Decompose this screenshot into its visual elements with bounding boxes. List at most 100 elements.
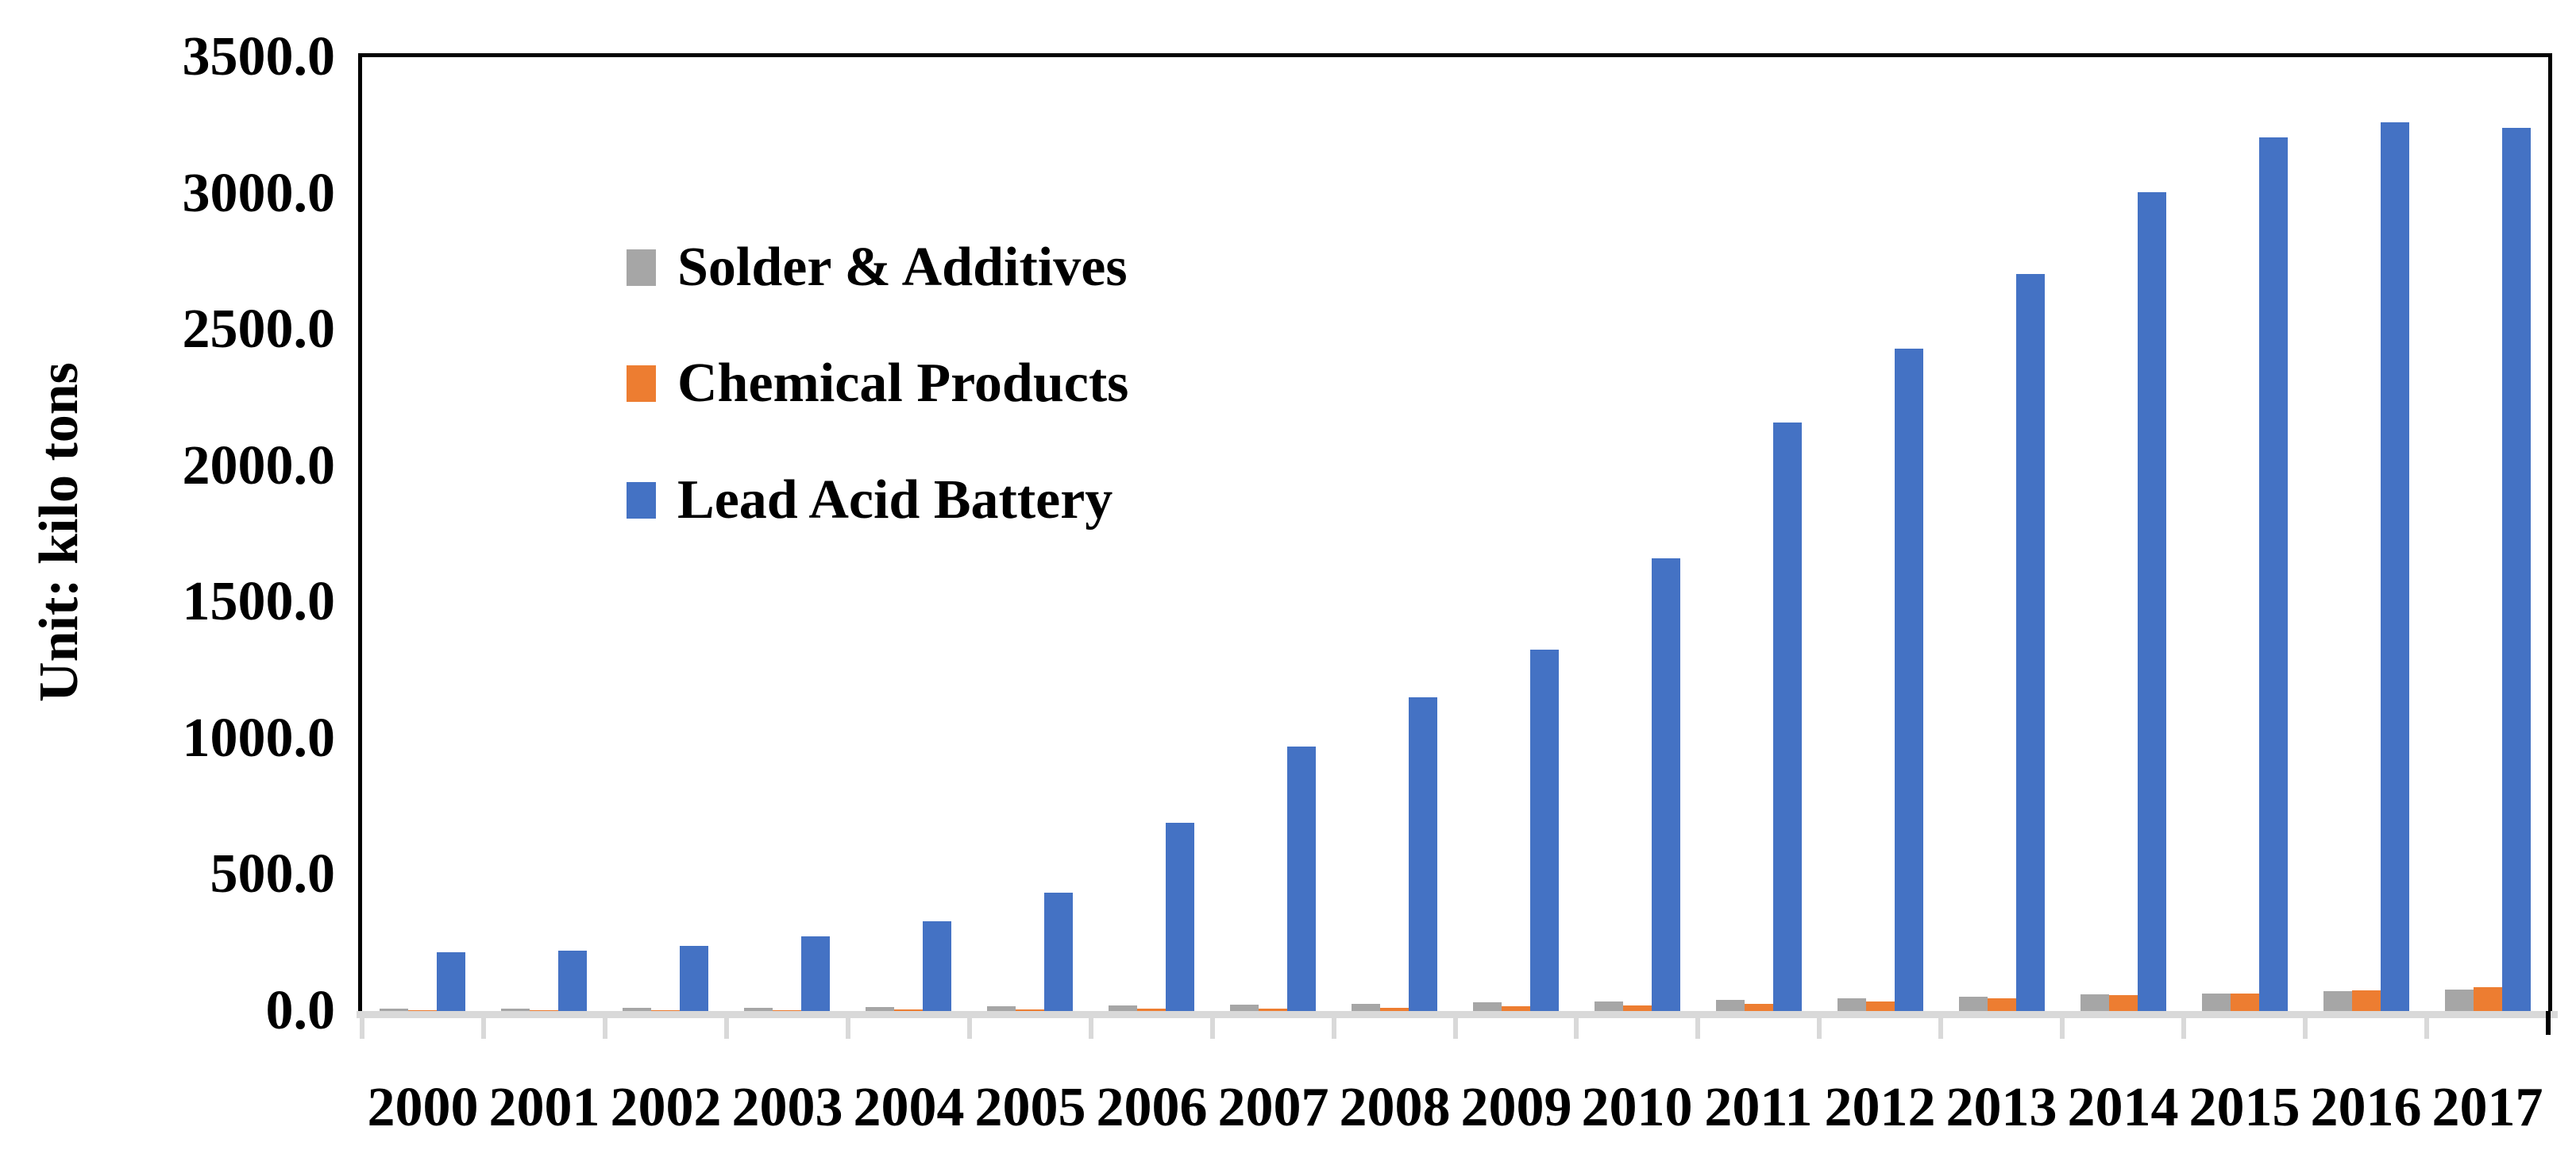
bar-chemical-products-2011 xyxy=(1745,1004,1773,1011)
bar-solder-additives-2008 xyxy=(1352,1004,1380,1011)
bar-chemical-products-2016 xyxy=(2352,990,2381,1011)
bar-chemical-products-2014 xyxy=(2109,995,2138,1011)
x-tick-label-2002: 2002 xyxy=(610,1077,722,1138)
x-axis-tick-mark xyxy=(1089,1018,1093,1039)
bar-chemical-products-2012 xyxy=(1866,1001,1895,1011)
x-axis-tick-mark xyxy=(360,1018,364,1039)
bar-solder-additives-2012 xyxy=(1838,998,1866,1011)
y-tick-label-1500: 1500.0 xyxy=(182,571,336,633)
x-tick-label-2007: 2007 xyxy=(1217,1077,1329,1138)
x-tick-label-2001: 2001 xyxy=(488,1077,600,1138)
y-tick-label-500: 500.0 xyxy=(210,843,336,905)
legend-item-chemical-products: Chemical Products xyxy=(627,356,1128,411)
x-axis-tick-mark xyxy=(967,1018,972,1039)
bar-lead-acid-battery-2005 xyxy=(1044,893,1073,1011)
bar-chemical-products-2006 xyxy=(1137,1009,1166,1011)
x-tick-label-2005: 2005 xyxy=(974,1077,1086,1138)
bar-solder-additives-2014 xyxy=(2080,994,2109,1011)
y-tick-label-2000: 2000.0 xyxy=(182,434,336,496)
y-tick-label-3500: 3500.0 xyxy=(182,26,336,87)
bar-lead-acid-battery-2013 xyxy=(2016,274,2045,1011)
x-tick-label-2013: 2013 xyxy=(1945,1077,2057,1138)
x-axis-tick-mark xyxy=(2546,1011,2551,1035)
bar-lead-acid-battery-2000 xyxy=(437,952,465,1011)
bar-chemical-products-2017 xyxy=(2474,987,2502,1011)
legend-item-lead-acid-battery: Lead Acid Battery xyxy=(627,473,1113,528)
bar-chemical-products-2013 xyxy=(1988,998,2016,1011)
bar-solder-additives-2005 xyxy=(987,1006,1016,1011)
bar-chemical-products-2005 xyxy=(1016,1009,1044,1011)
x-tick-label-2009: 2009 xyxy=(1460,1077,1572,1138)
x-axis-tick-mark xyxy=(1817,1018,1822,1039)
bar-chemical-products-2000 xyxy=(408,1010,437,1011)
x-tick-label-2016: 2016 xyxy=(2310,1077,2422,1138)
bar-solder-additives-2009 xyxy=(1473,1002,1502,1011)
bar-lead-acid-battery-2008 xyxy=(1409,697,1437,1011)
bar-solder-additives-2003 xyxy=(744,1008,773,1011)
bar-chemical-products-2004 xyxy=(894,1009,923,1011)
bar-lead-acid-battery-2009 xyxy=(1530,650,1559,1011)
y-tick-label-2500: 2500.0 xyxy=(182,299,336,361)
bar-solder-additives-2001 xyxy=(501,1009,530,1011)
x-tick-label-2012: 2012 xyxy=(1824,1077,1936,1138)
x-axis-tick-mark xyxy=(1332,1018,1336,1039)
bar-solder-additives-2007 xyxy=(1230,1005,1259,1011)
bar-lead-acid-battery-2010 xyxy=(1652,558,1680,1011)
bar-solder-additives-2004 xyxy=(866,1007,894,1011)
legend-label-lead-acid-battery: Lead Acid Battery xyxy=(677,469,1113,531)
bar-chemical-products-2002 xyxy=(651,1010,680,1011)
x-axis-tick-mark xyxy=(846,1018,850,1039)
x-tick-label-2003: 2003 xyxy=(731,1077,843,1138)
bar-lead-acid-battery-2002 xyxy=(680,946,708,1011)
bar-lead-acid-battery-2012 xyxy=(1895,349,1923,1011)
x-axis-tick-mark xyxy=(2181,1018,2186,1039)
x-axis-tick-mark xyxy=(1210,1018,1215,1039)
x-axis-tick-mark xyxy=(1695,1018,1700,1039)
legend-label-solder-additives: Solder & Additives xyxy=(677,237,1128,298)
bar-solder-additives-2006 xyxy=(1109,1005,1137,1011)
x-axis-line xyxy=(357,1011,2558,1018)
x-axis-tick-mark xyxy=(1574,1018,1579,1039)
bar-lead-acid-battery-2015 xyxy=(2259,137,2288,1011)
x-tick-label-2004: 2004 xyxy=(853,1077,965,1138)
bar-chemical-products-2001 xyxy=(530,1010,558,1011)
x-tick-label-2014: 2014 xyxy=(2067,1077,2179,1138)
x-tick-label-2011: 2011 xyxy=(1704,1077,1813,1138)
x-axis-tick-mark xyxy=(1938,1018,1943,1039)
bar-lead-acid-battery-2014 xyxy=(2138,192,2166,1011)
legend-item-solder-additives: Solder & Additives xyxy=(627,240,1128,295)
bar-chemical-products-2015 xyxy=(2231,994,2259,1011)
bar-solder-additives-2002 xyxy=(623,1008,651,1011)
x-axis-tick-mark xyxy=(1453,1018,1458,1039)
bar-lead-acid-battery-2017 xyxy=(2502,128,2531,1011)
bar-solder-additives-2015 xyxy=(2202,994,2231,1011)
legend-swatch-lead-acid-battery xyxy=(627,482,656,519)
bar-lead-acid-battery-2003 xyxy=(801,936,830,1011)
bar-solder-additives-2010 xyxy=(1595,1001,1623,1011)
y-axis-title: Unit: kilo tons xyxy=(29,362,90,702)
bar-lead-acid-battery-2011 xyxy=(1773,423,1802,1011)
bar-lead-acid-battery-2001 xyxy=(558,951,587,1011)
legend-swatch-chemical-products xyxy=(627,365,656,402)
x-tick-label-2000: 2000 xyxy=(367,1077,479,1138)
bar-chemical-products-2008 xyxy=(1380,1008,1409,1011)
bar-solder-additives-2013 xyxy=(1959,997,1988,1011)
bar-lead-acid-battery-2007 xyxy=(1287,747,1316,1011)
bar-chemical-products-2007 xyxy=(1259,1009,1287,1011)
x-tick-label-2006: 2006 xyxy=(1096,1077,1208,1138)
x-axis-tick-mark xyxy=(2424,1018,2429,1039)
y-tick-label-1000: 1000.0 xyxy=(182,707,336,769)
bar-chemical-products-2010 xyxy=(1623,1005,1652,1011)
legend-label-chemical-products: Chemical Products xyxy=(677,353,1129,414)
plot-area-border xyxy=(358,53,2552,1011)
x-axis-tick-mark xyxy=(2303,1018,2308,1039)
x-axis-tick-mark xyxy=(481,1018,486,1039)
bar-lead-acid-battery-2004 xyxy=(923,921,951,1011)
bar-solder-additives-2016 xyxy=(2323,991,2352,1011)
legend-swatch-solder-additives xyxy=(627,249,656,286)
bar-lead-acid-battery-2006 xyxy=(1166,823,1194,1011)
x-tick-label-2015: 2015 xyxy=(2188,1077,2300,1138)
bar-solder-additives-2017 xyxy=(2445,990,2474,1011)
x-tick-label-2017: 2017 xyxy=(2431,1077,2543,1138)
